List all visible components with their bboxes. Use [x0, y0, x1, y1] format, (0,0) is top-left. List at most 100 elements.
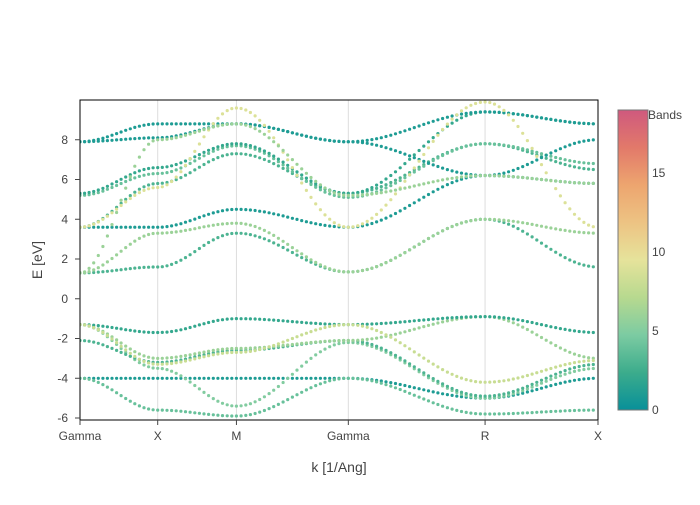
band-point — [398, 178, 402, 183]
band-point — [286, 343, 290, 347]
band-point — [290, 170, 294, 174]
band-point — [582, 161, 586, 165]
band-point — [356, 323, 360, 327]
band-point — [272, 136, 276, 140]
band-series — [80, 100, 595, 229]
band-point — [441, 392, 445, 396]
band-point — [267, 318, 271, 322]
band-point — [295, 320, 299, 324]
band-point — [431, 119, 435, 123]
band-point — [511, 321, 515, 325]
band-point — [151, 362, 155, 366]
band-point — [488, 315, 492, 319]
band-point — [497, 105, 501, 109]
band-point — [147, 225, 151, 229]
band-point — [133, 266, 137, 270]
band-point — [170, 137, 174, 141]
band-point — [549, 226, 553, 230]
band-point — [563, 162, 567, 167]
band-point — [115, 326, 119, 330]
x-tick-label: R — [481, 429, 490, 443]
band-point — [314, 384, 318, 388]
band-point — [165, 376, 169, 380]
band-point — [521, 375, 525, 379]
band-point — [193, 324, 197, 328]
band-point — [398, 356, 402, 360]
band-point — [300, 176, 304, 180]
band-point — [314, 182, 318, 186]
band-point — [539, 323, 544, 327]
band-point — [530, 235, 534, 239]
band-point — [530, 176, 534, 181]
band-series — [80, 142, 595, 229]
band-point — [450, 316, 454, 320]
band-point — [488, 380, 492, 384]
band-point — [207, 212, 211, 216]
band-point — [356, 338, 360, 342]
band-point — [295, 368, 299, 372]
band-point — [253, 123, 257, 127]
band-point — [507, 113, 511, 117]
band-point — [304, 388, 308, 392]
band-point — [356, 190, 360, 195]
band-point — [370, 186, 374, 190]
band-point — [389, 351, 393, 355]
band-point — [147, 365, 151, 369]
band-point — [295, 162, 299, 166]
band-point — [318, 322, 322, 326]
band-point — [295, 132, 299, 136]
band-point — [370, 221, 374, 226]
band-point — [239, 404, 243, 408]
band-point — [563, 256, 567, 260]
x-axis-label: k [1/Ang] — [311, 459, 366, 475]
band-point — [309, 258, 313, 262]
band-point — [87, 224, 91, 228]
band-point — [105, 187, 109, 191]
band-point — [521, 175, 525, 180]
band-point — [422, 356, 426, 360]
band-point — [234, 346, 238, 350]
plot-frame — [79, 99, 599, 421]
band-point — [502, 379, 506, 383]
band-point — [445, 151, 449, 155]
band-point — [389, 133, 393, 137]
band-point — [193, 130, 197, 135]
band-point — [105, 334, 109, 338]
band-point — [151, 225, 155, 229]
band-point — [197, 376, 201, 380]
band-point — [554, 382, 558, 386]
band-point — [165, 356, 169, 360]
band-point — [554, 187, 558, 191]
band-point — [137, 376, 141, 380]
band-point — [304, 321, 308, 325]
band-point — [342, 225, 346, 229]
band-point — [300, 167, 304, 171]
band-point — [156, 330, 160, 335]
band-point — [253, 411, 257, 416]
band-point — [262, 408, 266, 413]
band-point — [133, 354, 137, 358]
band-point — [234, 152, 238, 156]
band-point — [183, 377, 188, 381]
band-point — [483, 394, 487, 398]
band-point — [558, 119, 563, 123]
band-point — [304, 360, 308, 364]
band-point — [478, 100, 482, 104]
band-point — [469, 315, 473, 319]
band-point — [128, 351, 132, 355]
band-point — [384, 321, 388, 325]
band-point — [337, 223, 341, 227]
band-point — [535, 410, 539, 414]
band-point — [151, 330, 155, 335]
band-point — [497, 174, 501, 178]
band-point — [544, 379, 548, 383]
band-point — [96, 376, 100, 380]
band-point — [403, 330, 407, 334]
band-point — [474, 101, 478, 106]
band-point — [105, 325, 109, 329]
band-point — [436, 391, 440, 395]
band-point — [577, 408, 581, 412]
band-point — [119, 341, 123, 345]
band-point — [516, 166, 520, 171]
band-point — [96, 225, 100, 229]
